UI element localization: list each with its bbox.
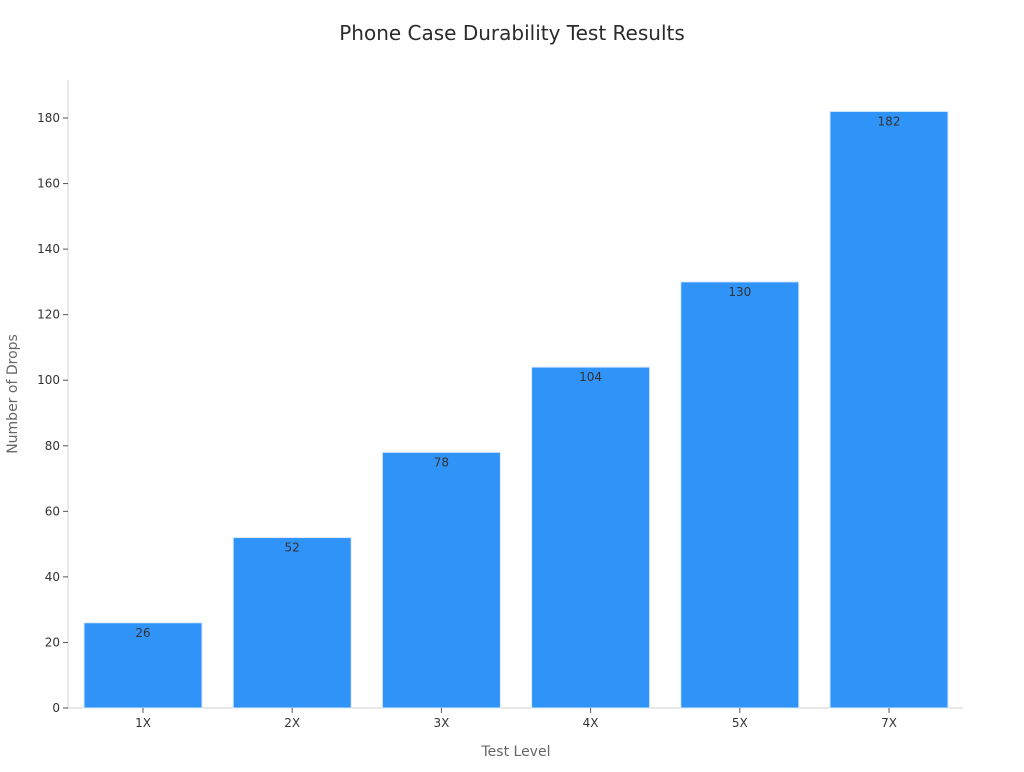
y-tick-label: 180: [37, 111, 60, 125]
y-axis-title: Number of Drops: [5, 334, 21, 454]
data-labels: 26 52 78 104 130 182: [135, 114, 900, 639]
y-tick-label: 80: [45, 439, 60, 453]
y-axis-ticks: 0 20 40 60 80 100 120 140 160 180: [37, 111, 68, 715]
x-tick-label-7x: 7X: [881, 716, 897, 730]
bars: [83, 110, 949, 709]
x-tick-label-4x: 4X: [583, 716, 599, 730]
data-label-2x: 52: [285, 541, 300, 555]
y-tick-label: 20: [45, 635, 60, 649]
y-tick-label: 0: [52, 701, 60, 715]
axes: [67, 80, 963, 709]
data-label-5x: 130: [728, 285, 751, 299]
data-label-3x: 78: [434, 455, 449, 469]
bar-5x: [680, 281, 800, 709]
bar-2x: [232, 537, 352, 709]
x-tick-label-5x: 5X: [732, 716, 748, 730]
bar-4x: [531, 366, 651, 709]
y-tick-label: 40: [45, 570, 60, 584]
bar-1x: [83, 622, 203, 709]
y-tick-label: 120: [37, 308, 60, 322]
y-tick-label: 160: [37, 177, 60, 191]
x-axis-title: Test Level: [481, 744, 551, 760]
data-label-7x: 182: [878, 114, 901, 128]
y-tick-label: 140: [37, 242, 60, 256]
bar-3x: [381, 451, 501, 709]
x-tick-label-2x: 2X: [284, 716, 300, 730]
data-label-1x: 26: [135, 626, 150, 640]
y-tick-label: 100: [37, 373, 60, 387]
x-axis-ticks: 1X 2X 3X 4X 5X 7X: [135, 708, 897, 730]
chart-title: Phone Case Durability Test Results: [339, 21, 685, 45]
bar-7x: [829, 110, 949, 709]
data-label-4x: 104: [579, 370, 602, 384]
x-tick-label-3x: 3X: [433, 716, 449, 730]
y-tick-label: 60: [45, 504, 60, 518]
x-tick-label-1x: 1X: [135, 716, 151, 730]
